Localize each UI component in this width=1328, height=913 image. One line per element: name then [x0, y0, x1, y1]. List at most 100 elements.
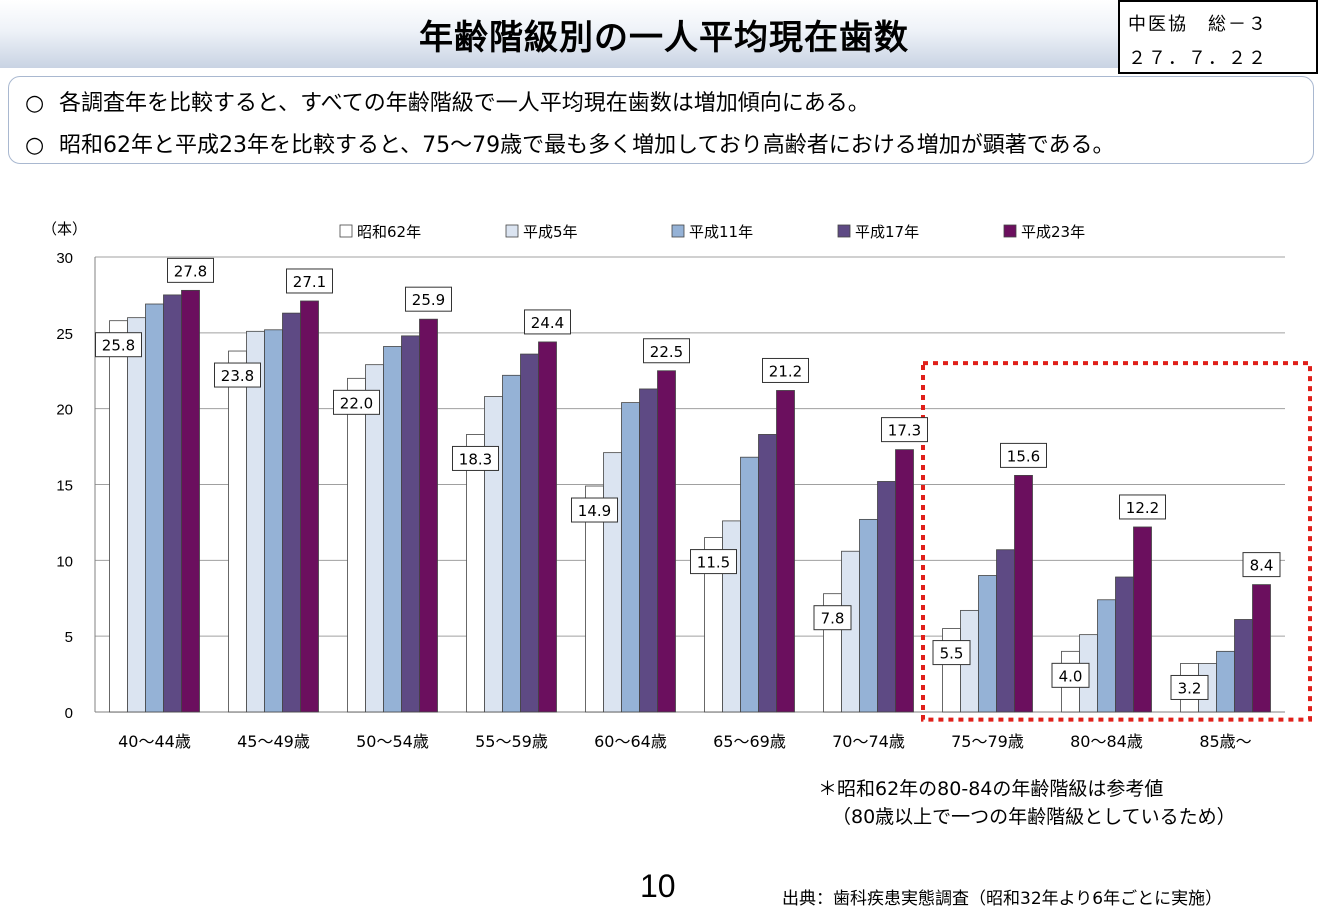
- bar: [466, 434, 485, 713]
- document-id-line1: 中医協 総－３: [1128, 14, 1268, 35]
- footnote-line-1: ＊昭和62年の80-84の年齢階級は参考値: [818, 778, 1164, 800]
- legend-swatch: [1003, 224, 1017, 238]
- y-tick-label: 15: [56, 478, 73, 495]
- bar: [859, 518, 878, 713]
- bar: [603, 452, 622, 713]
- data-label: 27.8: [174, 262, 207, 280]
- x-tick-label: 80～84歳: [1070, 732, 1143, 751]
- page-number: 10: [640, 868, 676, 904]
- bar: [282, 312, 301, 713]
- legend-label: 昭和62年: [357, 223, 421, 241]
- y-axis-unit-label: （本）: [42, 220, 87, 238]
- bar: [978, 575, 997, 713]
- data-label-box: [1119, 494, 1166, 520]
- bar: [1216, 650, 1235, 713]
- data-label-box: [571, 497, 618, 523]
- data-label-box: [813, 605, 852, 631]
- data-label-box: [1000, 442, 1047, 468]
- data-label: 25.8: [102, 337, 135, 355]
- bar: [181, 289, 200, 713]
- footnote-line-2: （80歳以上で一つの年齢階級としているため）: [832, 806, 1236, 828]
- x-tick-label: 85歳～: [1199, 732, 1251, 751]
- bar: [776, 390, 795, 713]
- bar: [228, 350, 247, 713]
- x-tick-label: 50～54歳: [356, 732, 429, 751]
- bar: [127, 317, 146, 713]
- x-tick-label: 40～44歳: [118, 732, 191, 751]
- data-label: 8.4: [1250, 557, 1274, 575]
- data-label-box: [762, 357, 809, 383]
- legend-label: 平成5年: [523, 223, 578, 241]
- data-label-box: [881, 417, 928, 443]
- bar: [1014, 474, 1033, 713]
- bar: [145, 303, 164, 713]
- x-tick-label: 75～79歳: [951, 732, 1024, 751]
- data-label-box: [690, 549, 737, 575]
- source-citation: 出典：歯科疾患実態調査（昭和32年より6年ごとに実施）: [782, 889, 1223, 909]
- data-label-box: [405, 286, 452, 312]
- data-label-box: [214, 362, 261, 388]
- bullet-circle: ○: [25, 133, 45, 158]
- data-label: 11.5: [697, 554, 730, 572]
- summary-text-1: 各調査年を比較すると、すべての年齢階級で一人平均現在歯数は増加傾向にある。: [59, 91, 870, 116]
- bar: [1252, 584, 1271, 713]
- bar: [657, 370, 676, 713]
- bar: [365, 364, 384, 713]
- bar: [109, 320, 128, 713]
- data-label: 5.5: [940, 645, 964, 663]
- title-bar: [0, 0, 1118, 68]
- bar-chart: 0 5 10 15 20 25 30 （本） 40～44歳 45～49歳 50～54歳 55～59歳 6…: [42, 220, 1312, 751]
- bar: [1133, 526, 1152, 713]
- y-tick-label: 0: [65, 705, 73, 722]
- legend-label: 平成11年: [689, 223, 753, 241]
- bar: [621, 402, 640, 713]
- x-tick-label: 65～69歳: [713, 732, 786, 751]
- bar: [1234, 619, 1253, 713]
- data-label: 24.4: [531, 314, 564, 332]
- data-label: 22.0: [340, 394, 373, 412]
- data-label-box: [286, 268, 333, 294]
- data-label-box: [932, 640, 971, 666]
- bar: [300, 300, 319, 713]
- document-id-box: 中医協 総－３ ２７．７．２２: [1118, 0, 1318, 74]
- bar: [502, 374, 521, 713]
- bar: [419, 318, 438, 713]
- x-tick-label: 70～74歳: [832, 732, 905, 751]
- bar: [841, 550, 860, 713]
- data-label-box: [333, 389, 380, 415]
- highlight-box: [921, 361, 1312, 722]
- summary-text-2: 昭和62年と平成23年を比較すると、75～79歳で最も多く増加しており高齢者にお…: [59, 133, 1115, 158]
- data-label: 23.8: [221, 367, 254, 385]
- y-tick-label: 25: [56, 326, 73, 343]
- data-label: 18.3: [459, 450, 492, 468]
- bar: [877, 481, 896, 713]
- bar: [1097, 599, 1116, 713]
- legend-swatch: [671, 224, 685, 238]
- x-tick-label: 45～49歳: [237, 732, 310, 751]
- document-id-line2: ２７．７．２２: [1128, 48, 1268, 69]
- data-label: 14.9: [578, 502, 611, 520]
- y-tick-label: 5: [65, 629, 73, 646]
- bar: [264, 329, 283, 713]
- data-label-box: [1051, 662, 1090, 688]
- data-label-box: [167, 257, 214, 283]
- page-title: 年齢階級別の一人平均現在歯数: [419, 18, 909, 58]
- bar: [383, 346, 402, 713]
- legend-swatch: [505, 224, 519, 238]
- data-label: 21.2: [769, 362, 802, 380]
- bar: [484, 396, 503, 713]
- legend-label: 平成17年: [855, 223, 919, 241]
- bar: [163, 294, 182, 713]
- bar: [639, 388, 658, 713]
- data-label: 15.6: [1007, 447, 1040, 465]
- y-tick-label: 10: [56, 553, 73, 570]
- x-tick-label: 60～64歳: [594, 732, 667, 751]
- summary-line-2: ○ 昭和62年と平成23年を比較すると、75～79歳で最も多く増加しており高齢者に…: [25, 127, 1115, 159]
- bar: [1115, 576, 1134, 713]
- data-label-box: [452, 445, 499, 471]
- bar: [520, 353, 539, 713]
- bar: [895, 449, 914, 713]
- legend-label: 平成23年: [1021, 223, 1085, 241]
- legend-swatch: [837, 224, 851, 238]
- bar: [347, 377, 366, 713]
